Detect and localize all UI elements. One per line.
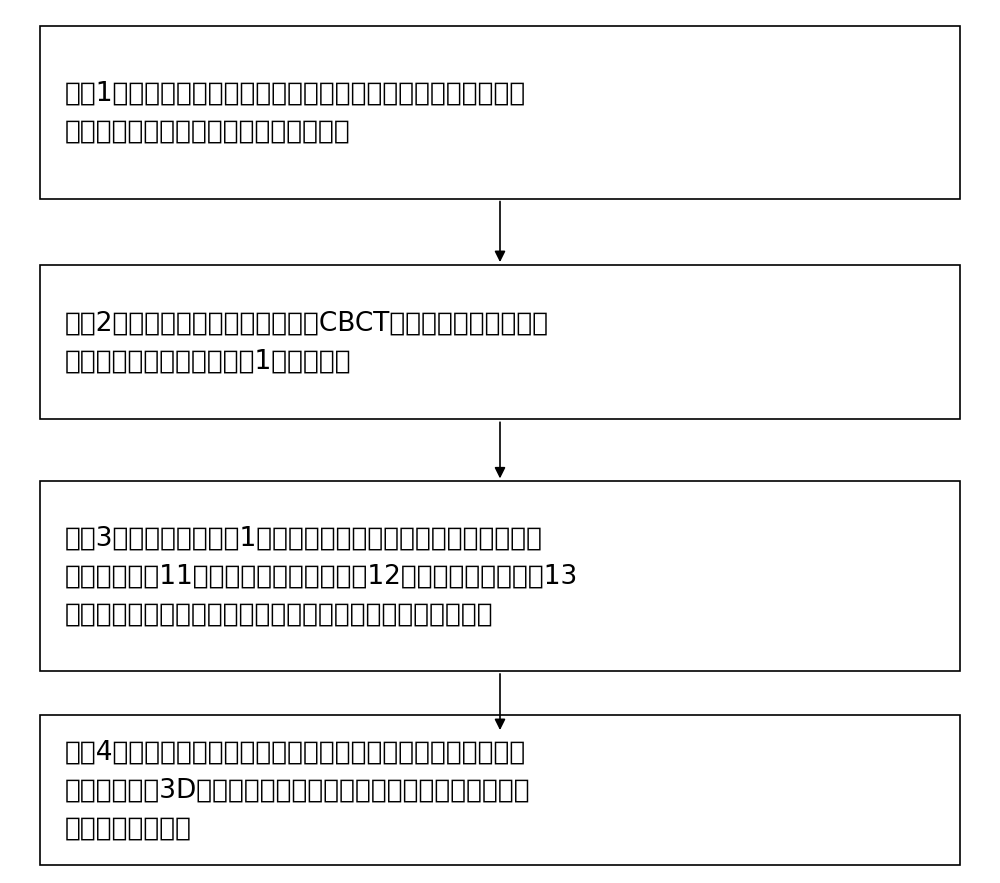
Text: 步骤3：对可摘义齿基托1三维模型进行可摘义齿就位道分析确定，
后制作基牙孔11、可摘义齿基牙预备导杆12以及种植体植入导环13
，获得可摘义齿基牙预备与种植体植: 步骤3：对可摘义齿基托1三维模型进行可摘义齿就位道分析确定， 后制作基牙孔11、… (65, 525, 578, 627)
FancyBboxPatch shape (40, 715, 960, 865)
FancyBboxPatch shape (40, 26, 960, 199)
Text: 步骤4：将可摘义齿基牙预备与种植体植入用联合导板通过计算机
生成，并进行3D树脂打印，即可获得可摘义齿基牙预备与种植体
植入用联合导板。: 步骤4：将可摘义齿基牙预备与种植体植入用联合导板通过计算机 生成，并进行3D树脂… (65, 739, 531, 841)
FancyBboxPatch shape (40, 265, 960, 419)
Text: 步骤1：制取牙列及牙槽嵴模型，后对牙列、牙槽嵴模型以及牙列
口内进行数字化扫描，获得数字化模型。: 步骤1：制取牙列及牙槽嵴模型，后对牙列、牙槽嵴模型以及牙列 口内进行数字化扫描，… (65, 80, 526, 145)
Text: 步骤2：将数字化模型与患者拍摄的CBCT三维重建牙槽骨模型进
行匹配，获得可摘义齿基托1三维模型。: 步骤2：将数字化模型与患者拍摄的CBCT三维重建牙槽骨模型进 行匹配，获得可摘义… (65, 310, 549, 374)
FancyBboxPatch shape (40, 481, 960, 671)
